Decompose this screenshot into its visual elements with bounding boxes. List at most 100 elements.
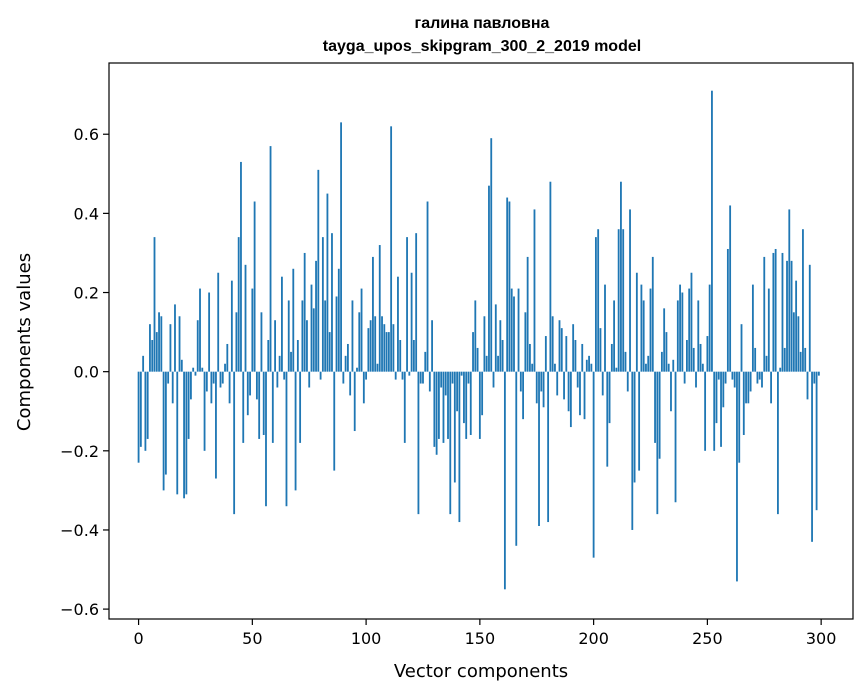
- bar-75: [308, 371, 311, 388]
- bar-278: [770, 371, 772, 404]
- plot-frame: [108, 62, 854, 620]
- bar-73: [303, 252, 306, 372]
- bar-287: [790, 260, 793, 372]
- bar-19: [180, 359, 183, 372]
- bar-252: [711, 90, 713, 372]
- bar-217: [631, 371, 634, 530]
- bar-231: [663, 308, 666, 372]
- bar-61: [276, 371, 279, 388]
- bar-12: [164, 371, 167, 475]
- bar-78: [315, 260, 317, 372]
- y-tick-label-4: 0.2: [74, 284, 99, 303]
- bar-205: [604, 284, 606, 372]
- bar-288: [792, 312, 795, 372]
- bar-90: [342, 371, 345, 384]
- bar-68: [292, 268, 295, 372]
- bar-94: [351, 300, 354, 372]
- bar-271: [754, 347, 757, 372]
- bar-36: [219, 371, 222, 388]
- bar-215: [626, 371, 629, 392]
- bar-42: [233, 371, 236, 515]
- bar-1: [139, 371, 142, 447]
- bar-76: [310, 284, 313, 372]
- bar-127: [426, 201, 429, 372]
- bar-171: [526, 256, 529, 372]
- bar-276: [765, 355, 768, 372]
- bar-77: [312, 308, 315, 372]
- bar-104: [374, 316, 377, 372]
- bar-290: [797, 316, 800, 372]
- bar-84: [328, 332, 331, 372]
- bar-55: [262, 371, 265, 435]
- bar-87: [335, 296, 338, 372]
- bar-50: [251, 288, 254, 372]
- bar-92: [346, 343, 349, 372]
- bar-112: [392, 324, 395, 372]
- bar-250: [706, 336, 709, 372]
- bar-25: [194, 371, 197, 376]
- bar-106: [378, 245, 381, 372]
- bar-253: [713, 371, 716, 451]
- bar-282: [779, 367, 782, 372]
- bar-135: [444, 371, 447, 396]
- bar-52: [255, 371, 258, 400]
- x-tick-label-3: 150: [465, 629, 496, 648]
- bar-115: [399, 340, 402, 372]
- bar-298: [815, 371, 818, 511]
- bar-191: [572, 324, 575, 372]
- bar-147: [472, 332, 474, 372]
- x-axis-label: Vector components: [394, 661, 568, 682]
- bar-57: [267, 340, 270, 372]
- y-axis: −0.6 −0.4 −0.2 0.0 0.2 0.4 0.6: [60, 125, 109, 619]
- bar-225: [649, 288, 652, 372]
- bar-15: [171, 371, 174, 404]
- bar-222: [642, 300, 645, 372]
- bar-296: [811, 371, 813, 542]
- bar-31: [208, 292, 211, 372]
- bar-149: [476, 347, 479, 372]
- bar-213: [622, 229, 625, 372]
- chart-title: галина павловна: [415, 15, 550, 32]
- bar-201: [594, 237, 597, 372]
- bar-247: [699, 343, 702, 372]
- bar-53: [258, 371, 261, 439]
- bar-54: [260, 312, 263, 372]
- bar-122: [415, 233, 418, 372]
- y-axis-label: Components values: [14, 253, 35, 431]
- x-axis: 0 50 100 150 200 250 300: [133, 619, 836, 648]
- bar-59: [271, 371, 274, 443]
- bar-81: [321, 237, 324, 372]
- bar-153: [485, 355, 488, 372]
- bar-284: [783, 347, 786, 372]
- bar-176: [538, 371, 540, 526]
- bar-102: [369, 320, 372, 372]
- bar-235: [672, 359, 675, 372]
- bar-255: [717, 371, 720, 380]
- bar-190: [569, 371, 572, 428]
- y-tick-label-2: −0.2: [60, 442, 99, 461]
- bar-138: [451, 371, 454, 384]
- bar-266: [742, 371, 745, 435]
- bar-32: [210, 371, 213, 404]
- bar-259: [726, 248, 729, 372]
- bar-192: [574, 340, 577, 372]
- bar-156: [492, 371, 495, 388]
- bar-230: [660, 351, 663, 372]
- bar-129: [431, 320, 433, 372]
- bar-185: [558, 320, 561, 372]
- bar-194: [579, 371, 581, 416]
- bar-160: [501, 340, 504, 372]
- bar-200: [592, 371, 595, 558]
- y-tick-label-0: −0.6: [60, 600, 99, 619]
- bar-86: [333, 371, 336, 471]
- bar-89: [340, 122, 342, 372]
- bar-58: [269, 146, 272, 372]
- bar-139: [453, 371, 456, 483]
- bar-82: [324, 300, 327, 372]
- bar-88: [337, 268, 340, 372]
- bar-150: [478, 371, 481, 439]
- bar-134: [442, 371, 445, 443]
- bar-291: [799, 351, 802, 372]
- bar-212: [620, 181, 622, 372]
- bar-67: [290, 351, 292, 372]
